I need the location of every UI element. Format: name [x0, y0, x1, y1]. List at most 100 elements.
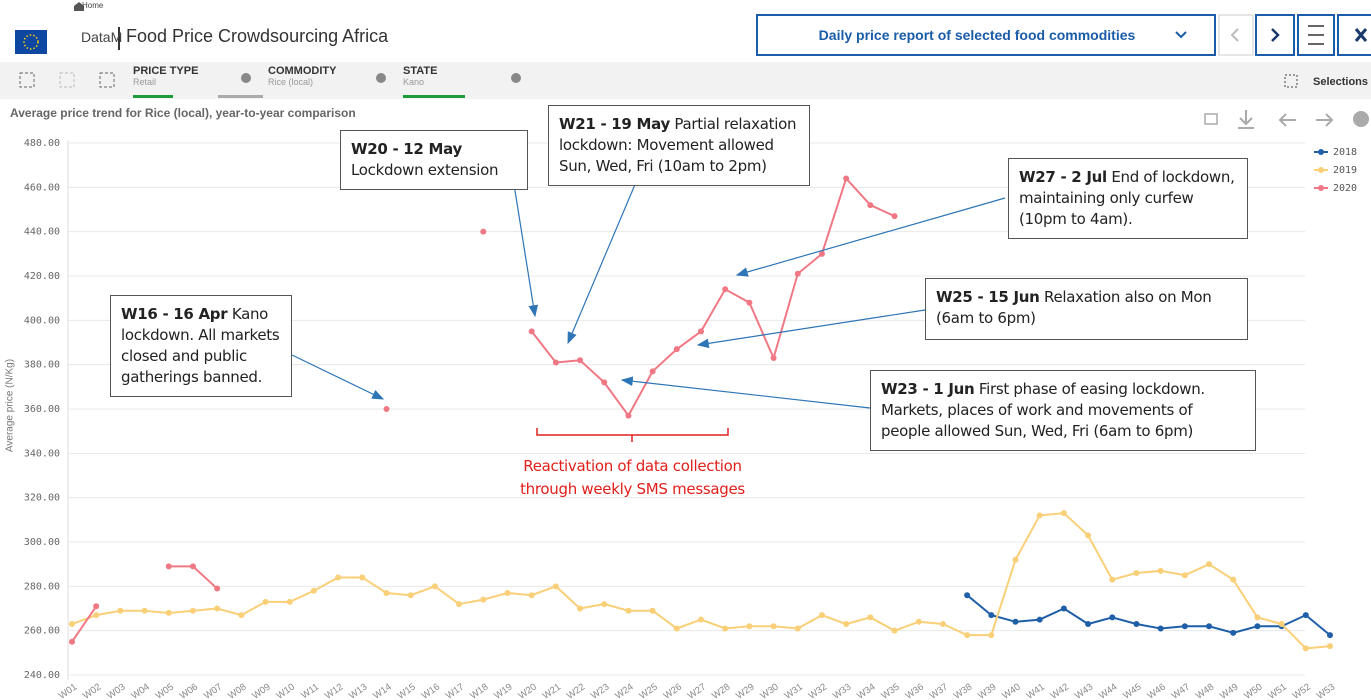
home-link[interactable]: Home: [82, 1, 104, 10]
legend-dot: [1318, 167, 1324, 173]
data-point: [214, 585, 221, 592]
annotation-label: W20 - 12 May: [351, 140, 462, 158]
x-tick-label: W03: [105, 682, 127, 700]
series-line: [71, 176, 895, 643]
legend-label: 2018: [1333, 147, 1357, 158]
data-point: [746, 299, 753, 306]
x-tick-label: W28: [710, 682, 732, 700]
undo-icon[interactable]: [1278, 113, 1296, 127]
filter-underline: [218, 95, 263, 98]
close-button[interactable]: [1337, 14, 1371, 56]
data-point: [698, 328, 704, 335]
redo-icon[interactable]: [1316, 113, 1334, 127]
y-tick-label: 300.00: [24, 537, 60, 548]
data-point: [286, 598, 293, 605]
data-point: [310, 587, 317, 594]
filter-label: STATE: [403, 65, 438, 77]
close-chart-icon[interactable]: [1353, 111, 1369, 127]
x-tick-label: W09: [250, 682, 272, 700]
data-point: [673, 346, 680, 353]
y-tick-label: 360.00: [24, 404, 60, 415]
data-point: [1206, 623, 1213, 630]
data-point: [673, 625, 680, 632]
x-tick-label: W37: [928, 682, 950, 700]
menu-icon: [1308, 25, 1324, 45]
annotation-text: Lockdown extension: [351, 161, 499, 179]
filter-chip[interactable]: STATE Kano: [403, 65, 523, 98]
annotation: W20 - 12 May Lockdown extension: [340, 130, 528, 190]
report-title: Daily price report of selected food comm…: [818, 27, 1136, 43]
annotation: W21 - 19 May Partial relaxation lockdown…: [548, 105, 810, 186]
snapshot-icon[interactable]: [1204, 113, 1218, 125]
x-tick-label: W18: [468, 682, 490, 700]
x-tick-label: W23: [589, 682, 611, 700]
annotation: W23 - 1 Jun First phase of easing lockdo…: [870, 370, 1256, 451]
data-point: [480, 596, 487, 603]
x-tick-label: W52: [1291, 682, 1313, 700]
filter-chip[interactable]: COMMODITY Rice (local): [268, 65, 388, 98]
y-tick-label: 400.00: [24, 315, 60, 326]
report-dropdown[interactable]: [756, 14, 1216, 56]
data-point: [1206, 561, 1213, 568]
x-tick-label: W05: [154, 682, 176, 700]
data-point: [867, 614, 874, 621]
data-point: [552, 359, 559, 366]
data-point: [891, 627, 898, 634]
legend-dot: [1318, 185, 1324, 191]
dropdown-chevron: [1175, 31, 1187, 39]
data-point: [93, 603, 100, 610]
x-tick-label: W21: [541, 682, 563, 700]
annotation-label: W23 - 1 Jun: [881, 380, 975, 398]
filter-label: COMMODITY: [268, 65, 337, 77]
data-point: [649, 368, 656, 375]
annotation-arrow: [567, 167, 643, 345]
annotation-label: W27 - 2 Jul: [1019, 168, 1107, 186]
selections-label[interactable]: Selections: [1313, 76, 1369, 88]
x-tick-label: W06: [178, 682, 200, 700]
data-point: [988, 612, 995, 619]
data-point: [552, 583, 559, 590]
data-point: [93, 612, 100, 619]
forward-icon[interactable]: [59, 72, 75, 88]
y-tick-label: 280.00: [24, 581, 60, 592]
y-tick-label: 460.00: [24, 182, 60, 193]
data-point: [1133, 621, 1140, 628]
clear-icon[interactable]: [99, 72, 115, 88]
x-tick-label: W47: [1170, 682, 1192, 700]
data-point: [431, 583, 438, 590]
data-point: [1060, 605, 1067, 612]
data-point: [383, 589, 390, 596]
legend-dot: [1318, 149, 1324, 155]
prev-button[interactable]: [1218, 14, 1254, 56]
filter-chip[interactable]: PRICE TYPE Retail: [133, 65, 253, 98]
x-tick-label: W17: [444, 682, 466, 700]
chart-title: Average price trend for Rice (local), ye…: [10, 106, 356, 120]
x-tick-label: W41: [1025, 682, 1047, 700]
data-point: [69, 638, 75, 645]
data-point: [165, 609, 172, 616]
x-tick-label: W16: [420, 682, 442, 700]
x-tick-label: W22: [565, 682, 587, 700]
data-point: [964, 592, 971, 599]
filter-clear: [511, 73, 521, 83]
data-point: [141, 607, 148, 614]
data-point: [601, 379, 608, 386]
back-icon[interactable]: [19, 72, 35, 88]
next-button[interactable]: [1255, 14, 1295, 56]
filter-label: PRICE TYPE: [133, 65, 199, 77]
filter-clear: [376, 73, 386, 83]
x-tick-label: W33: [831, 682, 853, 700]
y-tick-label: 480.00: [24, 138, 60, 149]
data-point: [1085, 532, 1092, 539]
download-icon[interactable]: [1238, 110, 1254, 129]
filter-bar: [0, 62, 1371, 99]
x-tick-label: W01: [57, 682, 79, 700]
annotation-text: Kano lockdown. All markets closed and pu…: [121, 305, 280, 386]
annotation-arrow: [696, 309, 926, 349]
home-icon: [74, 2, 84, 11]
data-point: [238, 612, 245, 619]
x-tick-label: W10: [275, 682, 297, 700]
data-point: [1302, 612, 1309, 619]
